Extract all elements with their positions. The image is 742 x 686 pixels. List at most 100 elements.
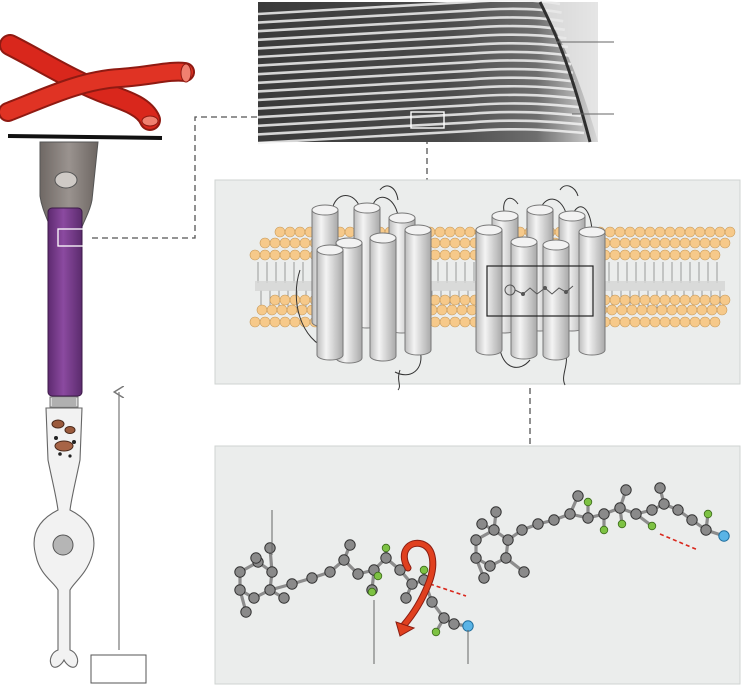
- lipid-head: [704, 226, 716, 238]
- lipid-head: [286, 304, 298, 316]
- nitrogen-atom: [462, 620, 474, 632]
- disc-stripe: [257, 102, 580, 119]
- lipid-head: [449, 237, 461, 249]
- carbon-atom: [278, 592, 290, 604]
- transmembrane-helix: [510, 241, 538, 360]
- lipid-head: [289, 249, 301, 261]
- lipid-head: [676, 304, 688, 316]
- transmembrane-helix: [578, 231, 606, 356]
- helix-cap: [558, 210, 586, 222]
- lipid-head: [639, 237, 651, 249]
- lipid-head: [266, 304, 278, 316]
- lipid-head: [456, 304, 468, 316]
- lipid-head: [454, 226, 466, 238]
- carbon-atom: [502, 534, 514, 546]
- lipid-head: [629, 249, 641, 261]
- disc-stripe: [257, 7, 562, 24]
- lipid-head: [646, 304, 658, 316]
- carbon-atom: [548, 514, 560, 526]
- lipid-head: [699, 249, 711, 261]
- disc-stripe: [257, 110, 581, 128]
- nitrogen-atom: [718, 530, 730, 542]
- lipid-head: [709, 316, 721, 328]
- lipid-head: [699, 237, 711, 249]
- lipid-head: [289, 294, 301, 306]
- lipid-head: [279, 249, 291, 261]
- lipid-head: [619, 294, 631, 306]
- lipid-head: [689, 316, 701, 328]
- lipid-head: [699, 294, 711, 306]
- carbon-atom: [380, 552, 392, 564]
- disc-stripe: [257, 50, 570, 67]
- lipid-head: [626, 304, 638, 316]
- hydrogen-atom: [367, 587, 377, 597]
- disc-stripe: [257, 76, 575, 93]
- lipid-head: [259, 237, 271, 249]
- lipid-head: [679, 294, 691, 306]
- lipid-head: [684, 226, 696, 238]
- helix-cap: [404, 224, 432, 236]
- hydrogen-atom: [381, 543, 391, 553]
- hydrogen-atom: [703, 509, 713, 519]
- disc-membrane-stripes: [257, 0, 585, 145]
- carbon-atom: [250, 552, 262, 564]
- lipid-head: [709, 294, 721, 306]
- lipid-head: [439, 249, 451, 261]
- carbon-atom: [240, 606, 252, 618]
- carbon-atom: [470, 552, 482, 564]
- opsin-helices: [295, 185, 606, 391]
- carbon-atom: [572, 490, 584, 502]
- disc-stripe: [257, 0, 561, 16]
- lipid-head: [629, 294, 641, 306]
- lipid-head: [459, 249, 471, 261]
- bond-rotation-line: [429, 583, 467, 597]
- lipid-head: [609, 249, 621, 261]
- helix-cap: [353, 202, 381, 214]
- lipid-head: [659, 249, 671, 261]
- lipid-head: [449, 294, 461, 306]
- carbon-atom: [426, 596, 438, 608]
- lipid-head: [299, 237, 311, 249]
- carbon-atom: [344, 539, 356, 551]
- lipid-head: [659, 316, 671, 328]
- lipid-head: [616, 304, 628, 316]
- hydrogen-atom: [599, 525, 609, 535]
- rod-cell: [0, 34, 195, 668]
- lipid-head: [649, 294, 661, 306]
- lipid-head: [696, 304, 708, 316]
- lipid-head: [614, 226, 626, 238]
- carbon-atom: [484, 560, 496, 572]
- lipid-head: [279, 237, 291, 249]
- lipid-head: [609, 294, 621, 306]
- disc-stripe: [257, 33, 567, 50]
- carbon-atom: [630, 508, 642, 520]
- cell-nucleus: [52, 534, 74, 556]
- lipid-head: [629, 237, 641, 249]
- hydrogen-atom: [373, 571, 383, 581]
- lipid-head: [689, 249, 701, 261]
- carbon-atom: [654, 482, 666, 494]
- lipid-head: [649, 316, 661, 328]
- blood-vessels: [0, 34, 195, 131]
- lipid-head: [299, 294, 311, 306]
- zoom-box-rod: [57, 228, 91, 247]
- lipid-head: [459, 237, 471, 249]
- lipid-head: [294, 226, 306, 238]
- helix-cap: [542, 239, 570, 251]
- lipid-head: [449, 249, 461, 261]
- carbon-atom: [476, 518, 488, 530]
- carbon-atom: [352, 568, 364, 580]
- helix-cap: [491, 210, 519, 222]
- carbon-atom: [400, 592, 412, 604]
- lipid-head: [629, 316, 641, 328]
- lipid-head: [719, 237, 731, 249]
- carbon-atom: [264, 542, 276, 554]
- helix-loop: [379, 185, 399, 201]
- carbon-atom: [438, 612, 450, 624]
- disc-stripe: [257, 16, 564, 33]
- disc-stripe: [257, 127, 585, 145]
- disc-stripe: [257, 41, 569, 59]
- lipid-head: [634, 226, 646, 238]
- lipid-head: [669, 294, 681, 306]
